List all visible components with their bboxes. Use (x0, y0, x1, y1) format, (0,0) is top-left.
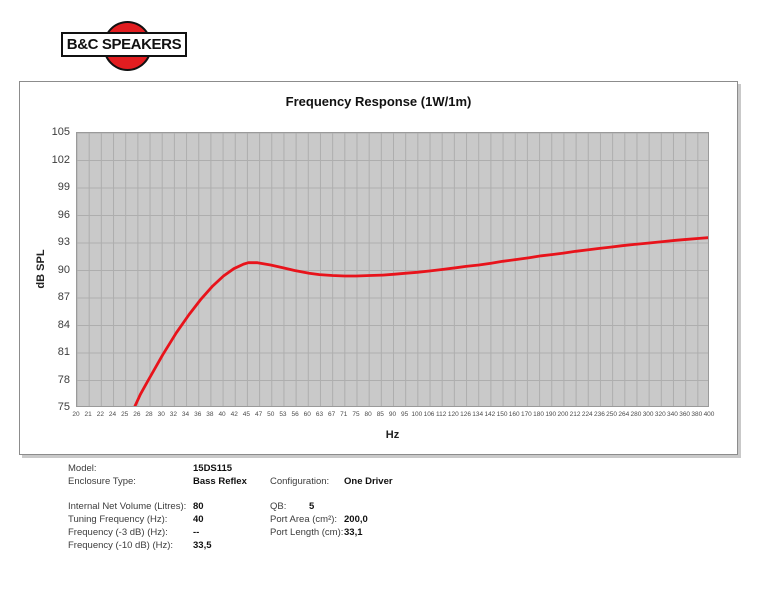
x-tick-label: 400 (703, 411, 715, 418)
x-tick-label: 56 (291, 411, 299, 418)
y-tick-label: 78 (57, 373, 70, 386)
x-tick-label: 80 (364, 411, 372, 418)
x-tick-label: 160 (508, 411, 520, 418)
x-tick-label: 300 (642, 411, 654, 418)
x-tick-label: 24 (108, 411, 117, 418)
response-curve (133, 236, 708, 406)
x-tick-label: 36 (194, 411, 202, 418)
spec-label: Port Area (cm²): (270, 514, 338, 525)
y-tick-label: 96 (57, 208, 70, 221)
y-tick-label: 102 (51, 153, 70, 166)
frequency-response-chart: Frequency Response (1W/1m) dB SPL 105 102… (19, 81, 738, 455)
x-tick-label: 142 (484, 411, 496, 418)
spec-value: 200,0 (344, 514, 368, 525)
x-axis-title: Hz (385, 429, 400, 441)
y-tick-label: 105 (51, 126, 70, 138)
x-tick-label: 90 (388, 411, 397, 418)
spec-value: 40 (193, 514, 204, 525)
x-tick-label: 63 (315, 411, 324, 418)
x-tick-label: 28 (145, 411, 153, 418)
x-tick-label: 106 (423, 411, 435, 418)
spec-label: Internal Net Volume (Litres): (68, 501, 187, 512)
spec-value: One Driver (344, 476, 393, 487)
x-tick-label: 30 (157, 411, 165, 418)
spec-value: 80 (193, 501, 204, 512)
spec-label: Frequency (-3 dB) (Hz): (68, 527, 168, 538)
x-tick-label: 150 (496, 411, 508, 418)
x-tick-label: 340 (667, 411, 678, 418)
spec-value: Bass Reflex (193, 476, 247, 487)
x-tick-label: 250 (606, 411, 618, 418)
x-tick-label: 34 (181, 411, 190, 418)
chart-title: Frequency Response (1W/1m) (285, 94, 472, 109)
x-tick-label: 50 (267, 411, 275, 418)
spec-table-gap (68, 488, 474, 500)
y-tick-label: 93 (57, 236, 70, 248)
x-tick-label: 47 (254, 411, 263, 418)
x-tick-label: 360 (679, 411, 691, 418)
y-tick-label: 84 (57, 318, 70, 331)
plot-grid-and-curve (77, 133, 708, 406)
x-tick-label: 40 (218, 411, 226, 418)
x-tick-label: 380 (691, 411, 703, 418)
x-tick-label: 32 (169, 411, 177, 418)
spec-value: 33,5 (193, 540, 212, 551)
x-tick-label: 180 (533, 411, 544, 418)
x-tick-label: 67 (328, 411, 336, 418)
spec-label: Model: (68, 463, 97, 474)
x-tick-label: 224 (581, 411, 593, 418)
x-tick-label: 38 (206, 411, 214, 418)
spec-label: QB: (270, 501, 287, 512)
x-tick-label: 112 (436, 411, 447, 418)
spec-value: -- (193, 527, 200, 538)
spec-value: 5 (309, 501, 315, 512)
spec-label: Frequency (-10 dB) (Hz): (68, 540, 174, 551)
x-tick-label: 71 (340, 411, 348, 418)
logo-wordmark-frame: B&C SPEAKERS (61, 32, 187, 57)
spec-table-top-group: Model: 15DS115 Enclosure Type: Bass Refl… (68, 462, 474, 488)
x-tick-label: 200 (557, 411, 569, 418)
x-tick-label: 95 (401, 411, 409, 418)
x-tick-label: 21 (84, 411, 92, 418)
y-tick-label: 87 (57, 291, 70, 303)
x-tick-label: 280 (630, 411, 642, 418)
y-tick-label: 81 (57, 346, 70, 358)
x-tick-label: 45 (242, 411, 251, 418)
y-tick-label: 75 (57, 401, 70, 413)
spec-label: Port Length (cm): (270, 527, 344, 538)
x-tick-label: 170 (520, 411, 532, 418)
spec-table-bottom-group: Internal Net Volume (Litres): 80 QB: 5 T… (68, 500, 474, 552)
bc-speakers-logo: B&C SPEAKERS (0, 0, 230, 75)
y-tick-label: 99 (57, 181, 70, 193)
x-tick-label: 42 (230, 411, 238, 418)
spec-value: 15DS115 (193, 463, 233, 474)
spec-value: 33,1 (344, 527, 363, 538)
x-tick-label: 100 (411, 411, 423, 418)
x-tick-label: 25 (121, 411, 129, 418)
x-tick-label: 120 (447, 411, 459, 418)
x-tick-label: 26 (133, 411, 141, 418)
x-tick-label: 60 (303, 411, 311, 418)
x-tick-label: 126 (460, 411, 471, 418)
spec-label: Configuration: (270, 476, 330, 487)
x-tick-label: 53 (279, 411, 287, 418)
x-tick-label: 190 (545, 411, 557, 418)
y-tick-label: 90 (57, 263, 70, 276)
x-tick-label: 264 (618, 411, 630, 418)
plot-area (76, 132, 709, 407)
spec-label: Enclosure Type: (68, 476, 136, 487)
x-tick-label: 320 (654, 411, 666, 418)
x-tick-label: 20 (72, 411, 80, 418)
logo-text: B&C SPEAKERS (66, 36, 182, 53)
x-tick-label: 212 (569, 411, 581, 418)
x-tick-label: 236 (594, 411, 605, 418)
x-tick-label: 22 (96, 411, 104, 418)
spec-table: Model: 15DS115 Enclosure Type: Bass Refl… (68, 462, 474, 552)
spec-label: Tuning Frequency (Hz): (68, 514, 168, 525)
x-tick-label: 75 (352, 411, 360, 418)
x-tick-label: 134 (472, 411, 484, 418)
x-tick-label: 85 (376, 411, 384, 418)
